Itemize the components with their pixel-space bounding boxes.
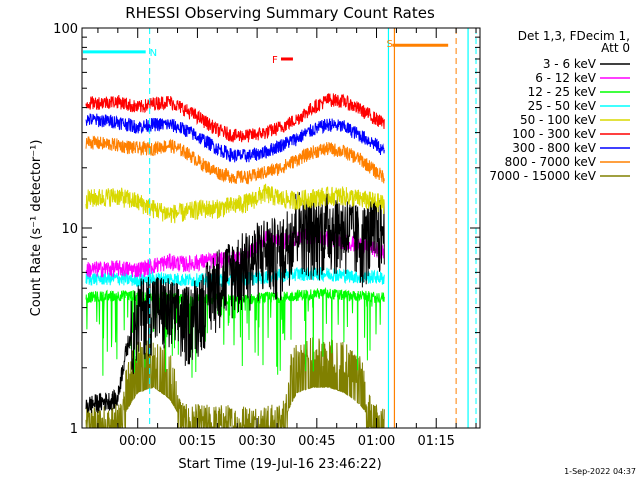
annotation-label-F: F — [272, 55, 278, 66]
x-tick-label: 00:00 — [119, 434, 156, 449]
legend-header-line-2: Att 0 — [601, 41, 630, 55]
x-tick-label: 01:00 — [358, 434, 395, 449]
x-tick-label: 01:15 — [417, 434, 454, 449]
annotation-label-N: N — [150, 48, 157, 59]
y-tick-label: 10 — [61, 222, 78, 237]
legend-label-8: 7000 - 15000 keV — [489, 169, 596, 183]
x-axis-label: Start Time (19-Jul-16 23:46:22) — [178, 457, 381, 472]
series-line-4 — [85, 183, 385, 224]
legend-label-2: 12 - 25 keV — [528, 85, 597, 99]
series-layer — [85, 93, 385, 428]
x-tick-label: 00:30 — [238, 434, 275, 449]
x-tick-label: 00:15 — [179, 434, 216, 449]
chart-title: RHESSI Observing Summary Count Rates — [125, 4, 435, 22]
legend-label-4: 50 - 100 keV — [520, 113, 597, 127]
y-tick-label: 100 — [53, 22, 78, 37]
annotation-label-S: S — [386, 39, 392, 50]
series-line-0 — [85, 192, 385, 414]
y-axis-label: Count Rate (s⁻¹ detector⁻¹) — [29, 140, 44, 317]
legend-label-5: 100 - 300 keV — [512, 127, 596, 141]
footer-date: 1-Sep-2022 04:37 — [564, 467, 636, 476]
x-tick-label: 00:45 — [298, 434, 335, 449]
series-line-7 — [85, 135, 385, 185]
series-line-8 — [85, 337, 385, 428]
legend-label-1: 6 - 12 keV — [535, 71, 597, 85]
series-line-6 — [85, 113, 385, 163]
axis-layer: 00:00 00:15 00:30 00:45 01:00 01:15 1 10 100 — [53, 22, 480, 449]
series-line-5 — [85, 93, 385, 143]
legend-label-0: 3 - 6 keV — [543, 57, 597, 71]
legend-label-6: 300 - 800 keV — [512, 141, 596, 155]
legend-header-line-1: Det 1,3, FDecim 1, — [518, 29, 630, 43]
legend-label-3: 25 - 50 keV — [528, 99, 597, 113]
legend-label-7: 800 - 7000 keV — [505, 155, 597, 169]
y-tick-label: 1 — [70, 422, 78, 437]
